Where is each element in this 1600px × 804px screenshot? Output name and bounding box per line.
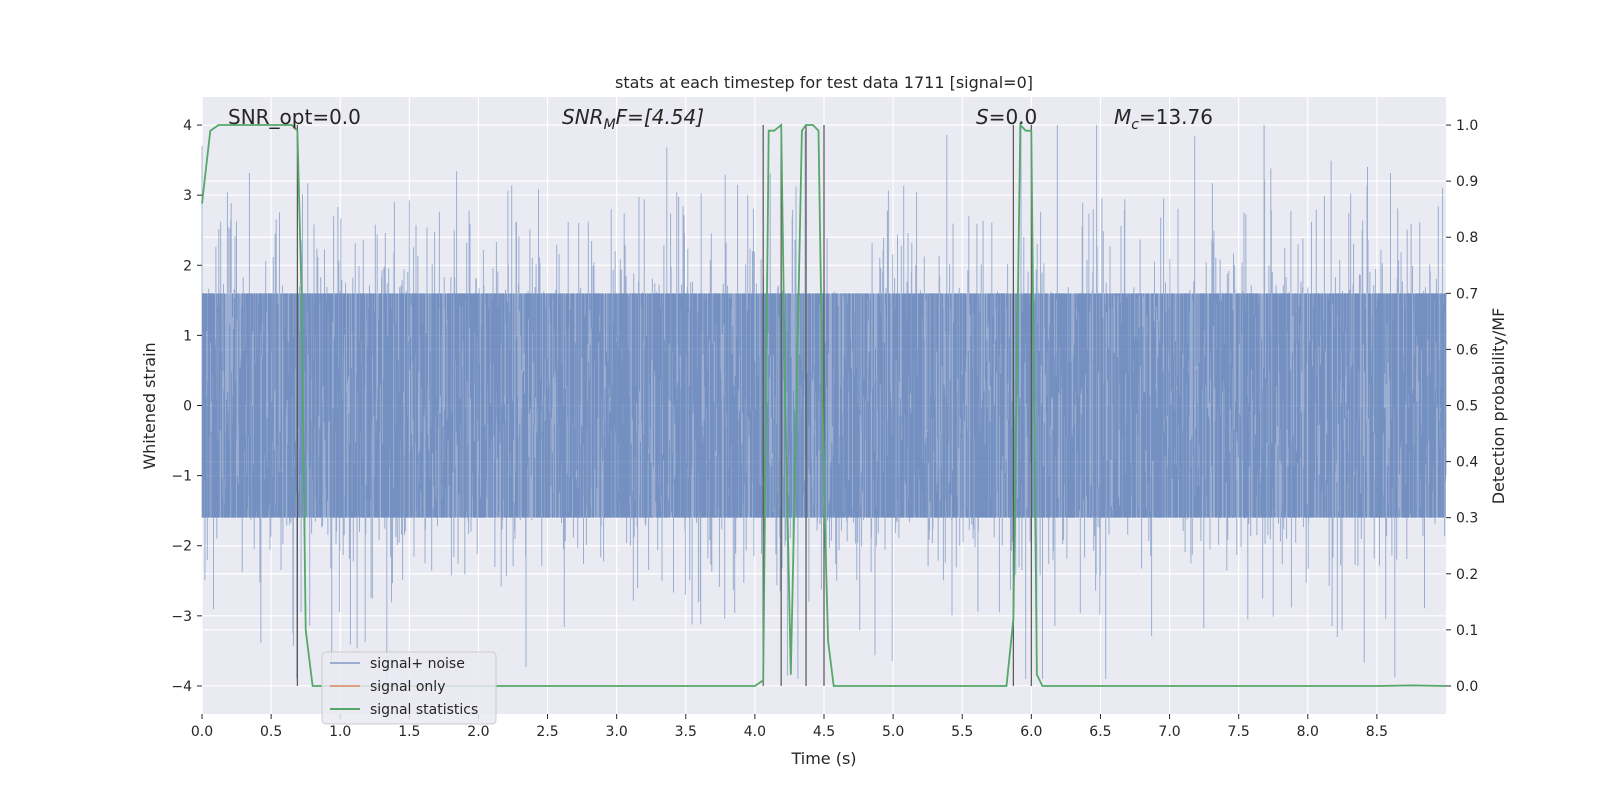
x-tick-label: 5.0 — [882, 724, 904, 740]
axis-ticks: 0.0 0.5 1.0 1.5 2.0 2.5 3.0 3.5 4.0 4.5 5.0 5.5 6.0 6… — [171, 118, 1478, 740]
y-right-tick-label: 0.3 — [1456, 511, 1478, 527]
y-left-tick-label: 4 — [183, 118, 192, 134]
y-left-tick-label: −3 — [171, 609, 192, 625]
signal-statistics-line — [201, 122, 1447, 687]
y-right-tick-label: 0.6 — [1456, 342, 1478, 358]
y-axis-label-right: Detection probability/MF — [1489, 308, 1508, 505]
y-right-tick-label: 0.2 — [1456, 567, 1478, 583]
y-left-tick-label: −1 — [171, 469, 192, 485]
y-right-tick-label: 0.1 — [1456, 623, 1478, 639]
x-tick-label: 1.0 — [329, 724, 351, 740]
annotation-s: S=0.0 — [976, 105, 1037, 129]
y-right-tick-label: 1.0 — [1456, 118, 1478, 134]
x-tick-label: 7.0 — [1158, 724, 1180, 740]
x-tick-label: 7.5 — [1228, 724, 1250, 740]
x-tick-label: 8.0 — [1297, 724, 1319, 740]
y-right-tick-label: 0.0 — [1456, 679, 1478, 695]
x-tick-label: 5.5 — [951, 724, 973, 740]
y-right-tick-label: 0.8 — [1456, 230, 1478, 246]
x-axis-label: Time (s) — [790, 749, 856, 768]
annotation-mc: Mc=13.76 — [1114, 105, 1213, 133]
x-tick-label: 4.0 — [744, 724, 766, 740]
y-left-tick-label: 0 — [183, 399, 192, 415]
x-tick-label: 2.0 — [467, 724, 489, 740]
legend: signal+ noise signal only signal statist… — [321, 651, 497, 725]
y-left-tick-label: 2 — [183, 258, 192, 274]
x-tick-label: 4.5 — [813, 724, 835, 740]
x-tick-label: 3.5 — [675, 724, 697, 740]
y-right-tick-label: 0.7 — [1456, 286, 1478, 302]
legend-label-signal-statistics: signal statistics — [370, 702, 478, 718]
x-tick-label: 1.5 — [398, 724, 420, 740]
y-axis-label-left: Whitened strain — [140, 342, 159, 469]
x-tick-label: 8.5 — [1366, 724, 1388, 740]
y-right-tick-label: 0.9 — [1456, 174, 1478, 190]
y-left-tick-label: −4 — [171, 679, 192, 695]
annotation-snr-mf: SNRMF=[4.54] — [562, 105, 704, 133]
x-tick-label: 0.0 — [191, 724, 213, 740]
x-tick-label: 0.5 — [260, 724, 282, 740]
x-tick-label: 3.0 — [606, 724, 628, 740]
x-tick-label: 6.5 — [1089, 724, 1111, 740]
y-left-tick-label: 1 — [183, 328, 192, 344]
y-left-tick-label: 3 — [183, 188, 192, 204]
y-right-tick-label: 0.5 — [1456, 399, 1478, 415]
x-tick-label: 2.5 — [536, 724, 558, 740]
chart-title: stats at each timestep for test data 171… — [615, 73, 1033, 92]
series-signal-statistics — [201, 122, 1447, 687]
y-right-tick-label: 0.4 — [1456, 455, 1478, 471]
x-tick-label: 6.0 — [1020, 724, 1042, 740]
annotation-snr-opt: SNR_opt=0.0 — [228, 105, 361, 129]
y-left-tick-label: −2 — [171, 539, 192, 555]
legend-label-signal-only: signal only — [370, 679, 445, 695]
legend-label-signal-noise: signal+ noise — [370, 656, 465, 672]
